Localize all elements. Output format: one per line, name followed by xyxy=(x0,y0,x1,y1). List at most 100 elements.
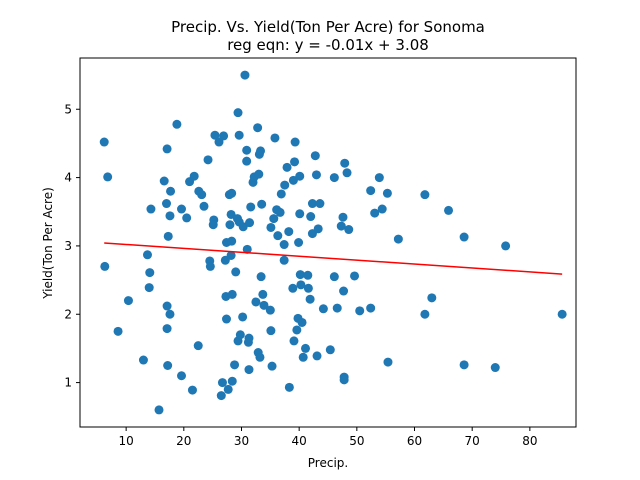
data-point xyxy=(339,287,348,296)
data-point xyxy=(197,190,206,199)
chart-subtitle: reg eqn: y = -0.01x + 3.08 xyxy=(227,36,429,54)
data-point xyxy=(190,172,199,181)
data-point xyxy=(163,302,172,311)
data-point xyxy=(460,360,469,369)
data-point xyxy=(394,235,403,244)
data-point xyxy=(160,177,169,186)
plot-frame xyxy=(80,58,576,427)
data-point xyxy=(326,345,335,354)
data-point xyxy=(145,268,154,277)
data-point xyxy=(206,262,215,271)
data-point xyxy=(299,353,308,362)
data-point xyxy=(340,159,349,168)
data-point xyxy=(100,138,109,147)
data-point xyxy=(163,361,172,370)
data-point xyxy=(285,383,294,392)
data-point xyxy=(244,365,253,374)
data-point xyxy=(224,385,233,394)
data-point xyxy=(289,336,298,345)
data-point xyxy=(306,295,315,304)
data-point xyxy=(204,155,213,164)
data-point xyxy=(288,284,297,293)
data-point xyxy=(378,205,387,214)
data-point xyxy=(257,200,266,209)
data-point xyxy=(155,405,164,414)
data-point xyxy=(276,208,285,217)
data-point xyxy=(273,231,282,240)
data-point xyxy=(350,271,359,280)
data-point xyxy=(219,131,228,140)
data-point xyxy=(172,120,181,129)
data-point xyxy=(343,168,352,177)
x-tick-label: 10 xyxy=(118,434,133,448)
data-point xyxy=(139,356,148,365)
data-point xyxy=(344,225,353,234)
data-point xyxy=(238,312,247,321)
data-point xyxy=(236,330,245,339)
y-tick-label: 1 xyxy=(64,376,72,390)
data-point xyxy=(145,283,154,292)
data-point xyxy=(256,146,265,155)
data-point xyxy=(100,262,109,271)
data-point xyxy=(291,138,300,147)
data-point xyxy=(165,310,174,319)
data-point xyxy=(188,386,197,395)
data-point xyxy=(314,224,323,233)
y-tick-label: 3 xyxy=(64,239,72,253)
data-point xyxy=(244,334,253,343)
data-point xyxy=(330,173,339,182)
data-point xyxy=(228,290,237,299)
data-point xyxy=(266,326,275,335)
y-tick-label: 5 xyxy=(64,102,72,116)
data-point xyxy=(166,187,175,196)
data-point xyxy=(164,232,173,241)
data-point xyxy=(312,170,321,179)
data-point xyxy=(330,272,339,281)
data-point xyxy=(420,190,429,199)
data-point xyxy=(225,220,234,229)
data-point xyxy=(253,123,262,132)
y-axis-ticks: 1 2 3 4 5 xyxy=(64,102,80,389)
data-point xyxy=(383,358,392,367)
data-point xyxy=(143,250,152,259)
x-tick-label: 80 xyxy=(522,434,537,448)
data-point xyxy=(251,297,260,306)
chart-title: Precip. Vs. Yield(Ton Per Acre) for Sono… xyxy=(171,18,485,36)
data-point xyxy=(277,189,286,198)
data-point xyxy=(313,351,322,360)
data-point xyxy=(200,202,209,211)
y-tick-label: 2 xyxy=(64,307,72,321)
points-layer xyxy=(100,71,567,415)
data-point xyxy=(266,306,275,315)
data-point xyxy=(254,170,263,179)
data-point xyxy=(295,209,304,218)
data-point xyxy=(311,151,320,160)
data-point xyxy=(280,181,289,190)
data-point xyxy=(227,189,236,198)
data-point xyxy=(182,213,191,222)
data-point xyxy=(240,71,249,80)
data-point xyxy=(333,304,342,313)
data-point xyxy=(294,238,303,247)
data-point xyxy=(255,353,264,362)
data-point xyxy=(230,360,239,369)
data-point xyxy=(162,199,171,208)
data-point xyxy=(283,163,292,172)
data-point xyxy=(558,310,567,319)
data-point xyxy=(301,344,310,353)
data-point xyxy=(340,375,349,384)
data-point xyxy=(366,186,375,195)
data-point xyxy=(319,304,328,313)
data-point xyxy=(163,144,172,153)
data-point xyxy=(177,371,186,380)
data-point xyxy=(420,310,429,319)
data-point xyxy=(501,241,510,250)
data-point xyxy=(246,202,255,211)
data-point xyxy=(298,318,307,327)
data-point xyxy=(280,240,289,249)
regression-layer xyxy=(104,243,562,274)
x-tick-label: 50 xyxy=(349,434,364,448)
data-point xyxy=(234,108,243,117)
data-point xyxy=(245,218,254,227)
data-point xyxy=(338,213,347,222)
